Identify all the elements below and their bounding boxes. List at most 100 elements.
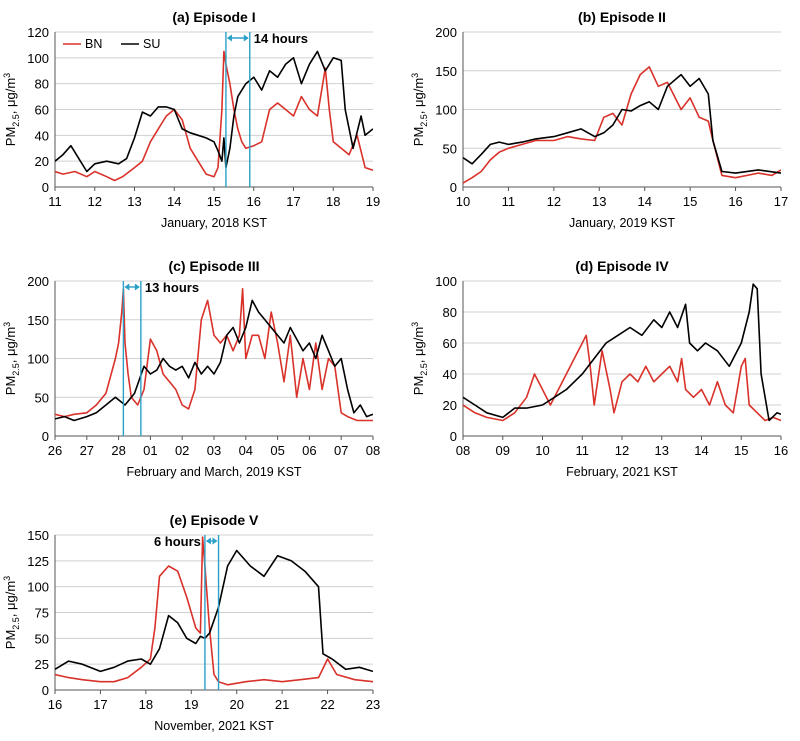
y-tick-label: 80	[35, 77, 49, 92]
x-tick-label: 19	[184, 697, 198, 712]
y-axis-label: PM2.5, μg/m3	[410, 73, 429, 146]
series-line-BN	[463, 66, 781, 184]
y-tick-label: 125	[27, 554, 49, 569]
x-tick-label: 16	[48, 697, 62, 712]
y-axis-label: PM2.5, μg/m3	[2, 576, 21, 649]
arrow-head-right	[243, 34, 249, 42]
x-tick-label: 01	[143, 443, 157, 458]
y-tick-label: 20	[443, 398, 457, 413]
y-tick-label: 50	[35, 631, 49, 646]
x-tick-label: 14	[637, 194, 651, 209]
x-tick-label: 14	[694, 443, 708, 458]
y-tick-label: 150	[27, 313, 49, 328]
x-tick-label: 13	[655, 443, 669, 458]
y-tick-label: 100	[27, 352, 49, 367]
x-tick-label: 05	[270, 443, 284, 458]
y-tick-label: 100	[435, 103, 457, 118]
x-tick-label: 04	[239, 443, 253, 458]
y-tick-label: 0	[42, 180, 49, 195]
chart-title: (a) Episode I	[172, 9, 255, 25]
y-tick-label: 0	[42, 683, 49, 698]
x-tick-label: 14	[167, 194, 181, 209]
y-tick-label: 0	[42, 429, 49, 444]
x-tick-label: 10	[535, 443, 549, 458]
x-tick-label: 12	[547, 194, 561, 209]
x-tick-label: 18	[326, 194, 340, 209]
x-tick-label: 16	[728, 194, 742, 209]
x-tick-label: 06	[302, 443, 316, 458]
series-line-SU	[463, 283, 781, 422]
y-tick-label: 100	[27, 51, 49, 66]
series-line-BN	[463, 334, 781, 422]
x-tick-label: 09	[496, 443, 510, 458]
x-tick-label: 17	[774, 194, 788, 209]
y-tick-label: 60	[35, 103, 49, 118]
y-axis-label: PM2.5, μg/m3	[2, 322, 21, 395]
series-line-SU	[463, 73, 781, 174]
y-tick-label: 50	[443, 141, 457, 156]
y-tick-label: 0	[450, 180, 457, 195]
chart-title: (d) Episode IV	[575, 258, 669, 274]
x-tick-label: 27	[80, 443, 94, 458]
y-tick-label: 0	[450, 429, 457, 444]
x-tick-label: 15	[207, 194, 221, 209]
x-axis-label: January, 2018 KST	[161, 216, 267, 230]
arrow-head-right	[134, 283, 140, 291]
x-tick-label: 16	[247, 194, 261, 209]
y-tick-label: 120	[27, 25, 49, 40]
x-tick-label: 11	[576, 443, 590, 458]
arrow-head-left	[226, 34, 232, 42]
y-axis-label: PM2.5, μg/m3	[2, 73, 21, 146]
y-tick-label: 100	[27, 580, 49, 595]
x-axis-label: January, 2019 KST	[569, 216, 675, 230]
series-line-SU	[55, 50, 373, 173]
legend-label-SU: SU	[143, 37, 160, 51]
x-tick-label: 18	[139, 697, 153, 712]
x-tick-label: 03	[207, 443, 221, 458]
chart-title: (c) Episode III	[168, 258, 259, 274]
x-tick-label: 08	[456, 443, 470, 458]
chart-panel-d: (d) Episode IV 0 20 40 60 80 100 08 09 10 11 12 13 14…	[410, 258, 788, 479]
arrow-head-left	[124, 283, 130, 291]
y-tick-label: 20	[35, 154, 49, 169]
chart-title: (e) Episode V	[170, 512, 259, 528]
y-tick-label: 100	[435, 274, 457, 289]
y-tick-label: 40	[35, 128, 49, 143]
x-tick-label: 15	[683, 194, 697, 209]
annotation-label: 14 hours	[254, 31, 308, 46]
x-axis-label: February, 2021 KST	[566, 465, 678, 479]
x-tick-label: 11	[502, 194, 516, 209]
arrow-head-right	[212, 537, 218, 545]
y-tick-label: 25	[35, 657, 49, 672]
series-line-SU	[55, 299, 373, 422]
x-tick-label: 17	[286, 194, 300, 209]
x-tick-label: 22	[320, 697, 334, 712]
x-tick-label: 16	[774, 443, 788, 458]
y-tick-label: 150	[435, 64, 457, 79]
y-tick-label: 200	[435, 25, 457, 40]
y-tick-label: 60	[443, 336, 457, 351]
x-tick-label: 10	[456, 194, 470, 209]
annotation-label: 6 hours	[154, 534, 201, 549]
x-tick-label: 11	[48, 194, 62, 209]
x-tick-label: 28	[111, 443, 125, 458]
x-tick-label: 20	[229, 697, 243, 712]
chart-panel-e: (e) Episode V 0 25 50 75 100 125 150 16 17 18 19 20 2…	[2, 512, 380, 733]
y-tick-label: 80	[443, 305, 457, 320]
x-tick-label: 17	[93, 697, 107, 712]
legend-label-BN: BN	[85, 37, 102, 51]
x-axis-label: February and March, 2019 KST	[126, 465, 301, 479]
series-line-BN	[55, 536, 373, 686]
chart-panel-a: (a) Episode I 0 20 40 60 80 100 120 11 12 13 14 15 16…	[2, 9, 380, 230]
x-tick-label: 23	[366, 697, 380, 712]
x-tick-label: 13	[127, 194, 141, 209]
x-tick-label: 12	[88, 194, 102, 209]
y-tick-label: 75	[35, 606, 49, 621]
x-tick-label: 08	[366, 443, 380, 458]
chart-title: (b) Episode II	[578, 9, 666, 25]
y-tick-label: 50	[35, 390, 49, 405]
annotation-label: 13 hours	[145, 280, 199, 295]
y-tick-label: 40	[443, 367, 457, 382]
